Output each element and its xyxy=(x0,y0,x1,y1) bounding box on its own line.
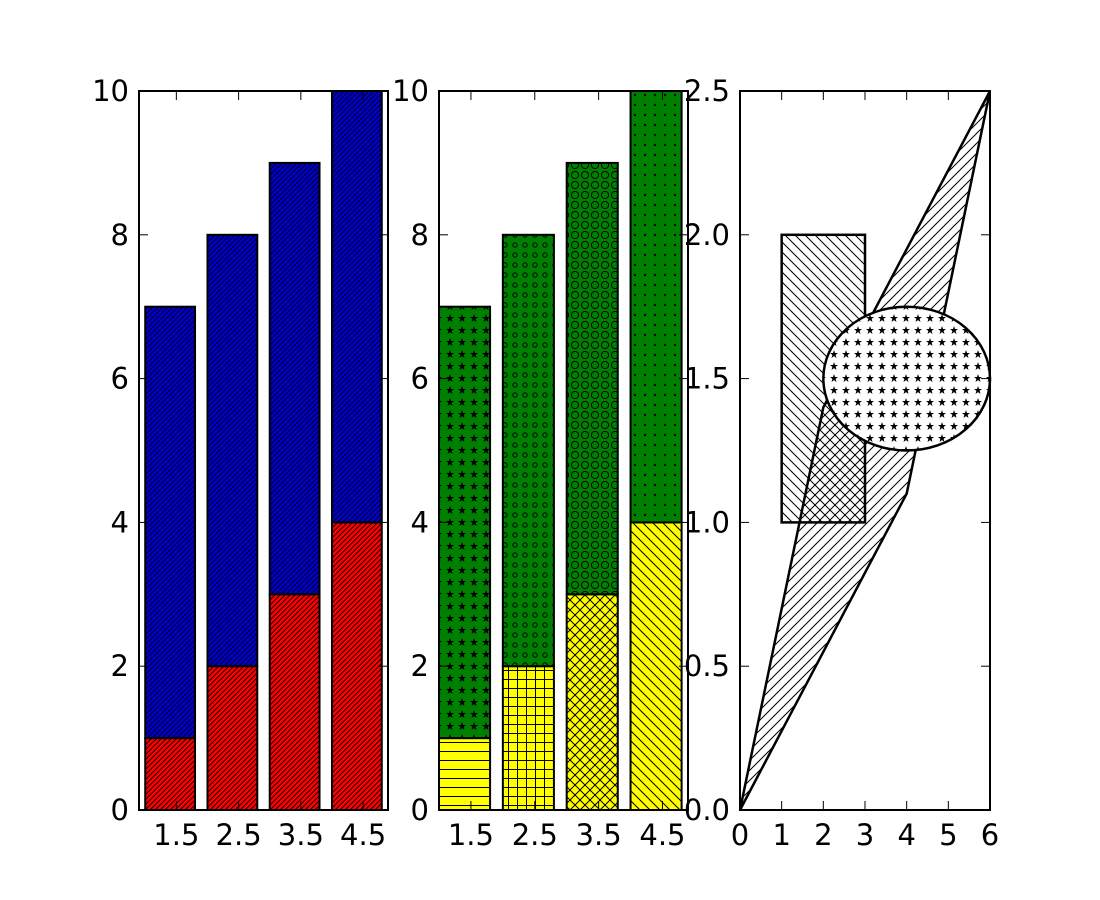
x-tick-label: 1.5 xyxy=(153,818,199,852)
y-tick-label: 2 xyxy=(411,649,429,683)
y-tick-label: 1.5 xyxy=(684,362,730,396)
y-tick-label: 1.0 xyxy=(684,505,730,539)
x-tick-label: 4.5 xyxy=(340,818,386,852)
ellipse-shape xyxy=(822,305,992,452)
y-tick-label: 10 xyxy=(92,74,129,108)
bar-hatch-2-4 xyxy=(330,90,383,524)
bar-hatch-2-1 xyxy=(144,305,197,740)
marks xyxy=(144,90,383,812)
x-tick-label: 2.5 xyxy=(512,818,558,852)
x-tick-label: 6 xyxy=(981,818,999,852)
shapes-chart-right: 0 1 2 3 4 5 6 0.0 0.5 1.0 1.5 2.0 2.5 xyxy=(684,74,999,852)
bar-hatch-2-2 xyxy=(206,233,259,668)
bar-hatch-2-3 xyxy=(565,161,619,596)
y-tick-label: 0 xyxy=(411,793,429,827)
bar-hatch-2-3 xyxy=(268,161,321,596)
x-tick-label: 4 xyxy=(897,818,915,852)
marks xyxy=(738,90,992,811)
y-tick-label: 0.0 xyxy=(684,793,730,827)
x-tick-label: 4.5 xyxy=(639,818,685,852)
y-tick-label: 2.5 xyxy=(684,74,730,108)
x-tick-label: 2 xyxy=(814,818,832,852)
y-tick-label: 0 xyxy=(111,793,129,827)
x-tick-label: 0 xyxy=(731,818,749,852)
bar-hatch-2-4 xyxy=(629,90,683,524)
y-tick-label: 6 xyxy=(111,362,129,396)
y-tick-label: 0.5 xyxy=(684,649,730,683)
ticks: 1.5 2.5 3.5 4.5 0 2 4 6 8 10 xyxy=(392,74,688,852)
axes-frame xyxy=(138,90,389,811)
bar-hatch-1-4 xyxy=(330,521,383,812)
axes-frame xyxy=(438,90,689,811)
bar-hatch-1-4 xyxy=(629,521,683,812)
bar-hatch-1-1 xyxy=(144,737,197,811)
x-tick-label: 3.5 xyxy=(576,818,622,852)
y-tick-label: 4 xyxy=(111,505,129,539)
y-tick-label: 10 xyxy=(392,74,429,108)
y-tick-label: 2.0 xyxy=(684,218,730,252)
bar-hatch-1-2 xyxy=(206,665,259,812)
bar-hatch-1-3 xyxy=(565,593,619,811)
marks xyxy=(438,90,683,812)
bar-hatch-1-3 xyxy=(268,593,321,811)
x-tick-label: 1 xyxy=(772,818,790,852)
y-tick-label: 4 xyxy=(411,505,429,539)
x-tick-label: 3.5 xyxy=(278,818,324,852)
y-tick-label: 6 xyxy=(411,362,429,396)
x-tick-label: 5 xyxy=(939,818,957,852)
y-tick-label: 8 xyxy=(111,218,129,252)
bar-hatch-1-2 xyxy=(501,665,555,812)
x-tick-label: 2.5 xyxy=(216,818,262,852)
y-tick-label: 8 xyxy=(411,218,429,252)
x-tick-label: 1.5 xyxy=(448,818,494,852)
x-tick-label: 3 xyxy=(856,818,874,852)
bar-hatch-2-2 xyxy=(501,233,555,668)
y-tick-label: 2 xyxy=(111,649,129,683)
bar-hatch-1-1 xyxy=(438,737,492,811)
ticks: 1.5 2.5 3.5 4.5 0 2 4 6 8 10 xyxy=(92,74,388,852)
axes-frame xyxy=(739,90,991,811)
bar-chart-left: 1.5 2.5 3.5 4.5 0 2 4 6 8 10 xyxy=(92,74,389,852)
bar-chart-middle: 1.5 2.5 3.5 4.5 0 2 4 6 8 10 xyxy=(392,74,689,852)
